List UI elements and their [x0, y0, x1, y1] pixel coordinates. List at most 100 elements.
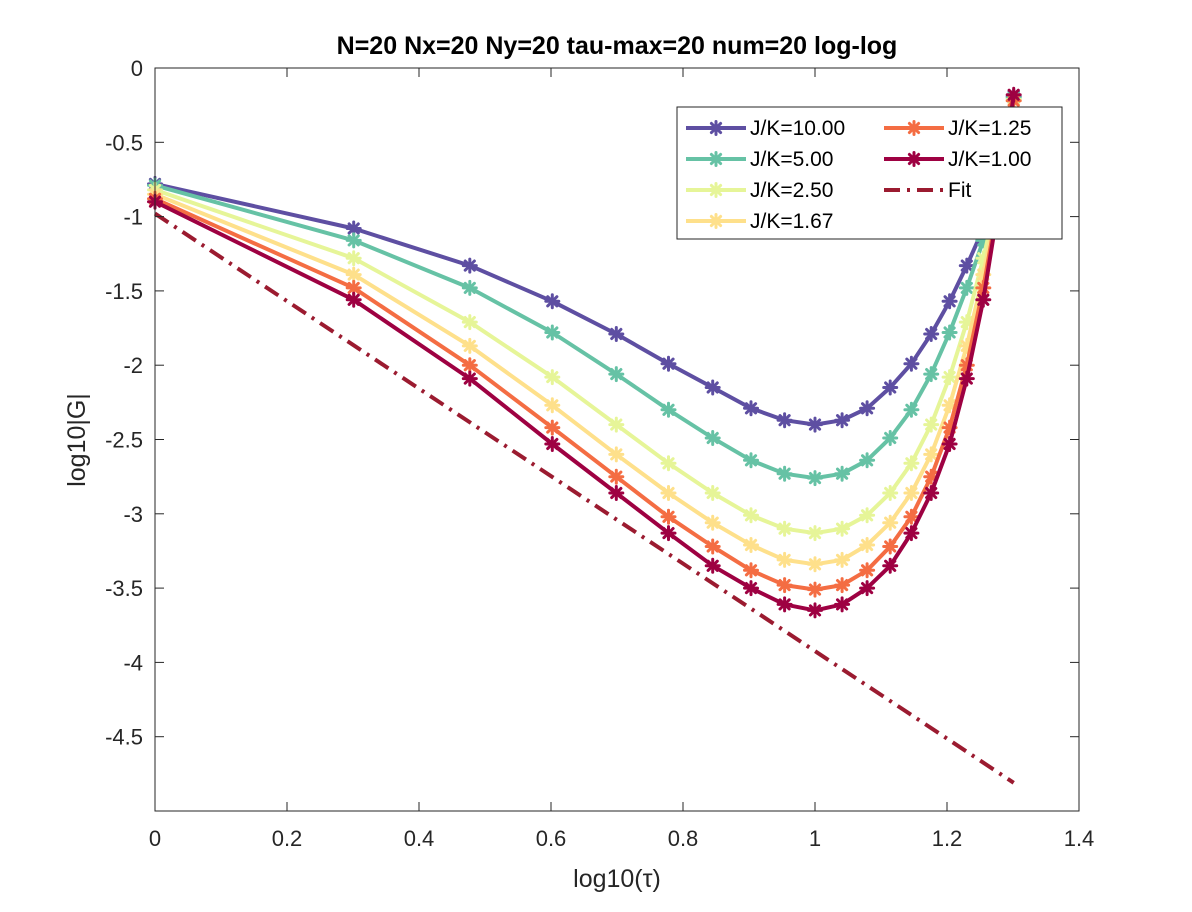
data-point: [903, 355, 920, 372]
legend-entry: J/K=1.67: [686, 210, 833, 233]
series-line: [154, 100, 1016, 567]
series-line: [154, 97, 1016, 481]
data-point: [776, 520, 793, 537]
data-point: [859, 400, 876, 417]
data-point: [544, 293, 561, 310]
data-point: [859, 452, 876, 469]
y-tick-label: -4.5: [105, 725, 143, 750]
data-point: [544, 369, 561, 386]
data-point: [776, 577, 793, 594]
data-point: [975, 291, 992, 308]
x-tick-label: 0: [149, 826, 161, 851]
x-tick-label: 1.4: [1064, 826, 1095, 851]
data-point: [807, 525, 823, 542]
data-point: [834, 520, 851, 537]
data-point: [608, 468, 625, 485]
x-tick-label: 1.2: [932, 826, 963, 851]
data-point: [704, 430, 721, 446]
data-point: [834, 551, 851, 568]
data-point: [544, 419, 561, 436]
legend: J/K=10.00 J/K=5.00 J/K=2.50 J/K=1.67 J/K=1.2…: [676, 106, 1063, 240]
data-point: [461, 370, 478, 387]
legend-label: Fit: [948, 179, 971, 202]
data-point: [923, 416, 940, 433]
y-tick-label: -1.5: [105, 279, 143, 304]
x-tick-label: 0.4: [404, 826, 435, 851]
y-tick-label: -0.5: [105, 130, 143, 155]
series-J/K=5.00: [147, 89, 1022, 487]
series-line: [154, 94, 1016, 613]
data-point: [743, 400, 759, 417]
legend-entry: J/K=1.00: [884, 148, 1031, 171]
data-point: [807, 416, 823, 433]
data-point: [544, 397, 561, 414]
data-point: [923, 366, 940, 383]
data-point: [834, 465, 851, 482]
x-tick-label: 0.2: [272, 826, 303, 851]
y-tick-label: -1: [123, 205, 143, 230]
tick-layer: 0 0.2 0.4 0.6 0.8 1 1.2 1.4 0 -0.5 -1 -1.5 -2 -2.5 -3 -…: [105, 56, 1094, 851]
data-point: [704, 557, 721, 574]
data-point: [608, 446, 625, 463]
data-point: [608, 485, 625, 501]
data-point: [776, 551, 793, 568]
data-point: [660, 508, 677, 525]
legend-entry: J/K=10.00: [686, 117, 845, 140]
data-point: [958, 370, 975, 387]
data-point: [941, 436, 958, 452]
data-point: [923, 326, 940, 342]
data-point: [660, 525, 677, 542]
data-point: [608, 326, 625, 342]
data-point: [903, 485, 920, 501]
legend-marker: [708, 151, 724, 167]
legend-label: J/K=1.00: [948, 148, 1031, 171]
data-point: [345, 232, 362, 249]
data-point: [859, 537, 876, 553]
data-point: [776, 412, 793, 429]
series-line: [154, 95, 1016, 427]
data-point: [660, 355, 677, 372]
data-point: [345, 266, 362, 283]
data-point: [923, 485, 940, 501]
data-point: [882, 538, 899, 555]
data-point: [776, 596, 793, 613]
data-point: [958, 257, 975, 274]
y-tick-label: -2: [123, 353, 143, 378]
data-point: [1005, 86, 1022, 103]
data-point: [903, 401, 920, 418]
legend-marker: [906, 120, 922, 136]
data-point: [859, 580, 876, 597]
data-point: [882, 379, 899, 396]
legend-entry: J/K=2.50: [686, 179, 833, 202]
y-tick-label: 0: [131, 56, 143, 81]
data-point: [461, 314, 478, 331]
data-point: [882, 485, 899, 501]
data-point: [743, 562, 759, 579]
data-point: [345, 250, 362, 267]
data-point: [345, 291, 362, 308]
data-point: [461, 257, 478, 274]
legend-label: J/K=2.50: [750, 179, 833, 202]
legend-marker: [708, 182, 724, 198]
data-point: [743, 580, 759, 597]
y-axis-label: log10|G|: [63, 393, 91, 487]
series-layer: [147, 86, 1022, 785]
x-tick-label: 0.6: [536, 826, 567, 851]
data-point: [958, 279, 975, 296]
series-line: [154, 98, 1016, 536]
data-point: [807, 581, 823, 598]
data-point: [882, 557, 899, 574]
legend-entry: Fit: [884, 179, 971, 202]
chart-title: N=20 Nx=20 Ny=20 tau-max=20 num=20 log-l…: [337, 32, 898, 60]
y-tick-label: -3.5: [105, 576, 143, 601]
data-point: [834, 577, 851, 594]
legend-label: J/K=1.67: [750, 210, 833, 233]
data-point: [941, 293, 958, 310]
data-point: [859, 507, 876, 524]
data-point: [807, 602, 823, 619]
legend-marker: [906, 151, 922, 167]
data-point: [882, 514, 899, 531]
x-axis-label: log10(τ): [573, 865, 661, 893]
y-tick-label: -3: [123, 502, 143, 527]
